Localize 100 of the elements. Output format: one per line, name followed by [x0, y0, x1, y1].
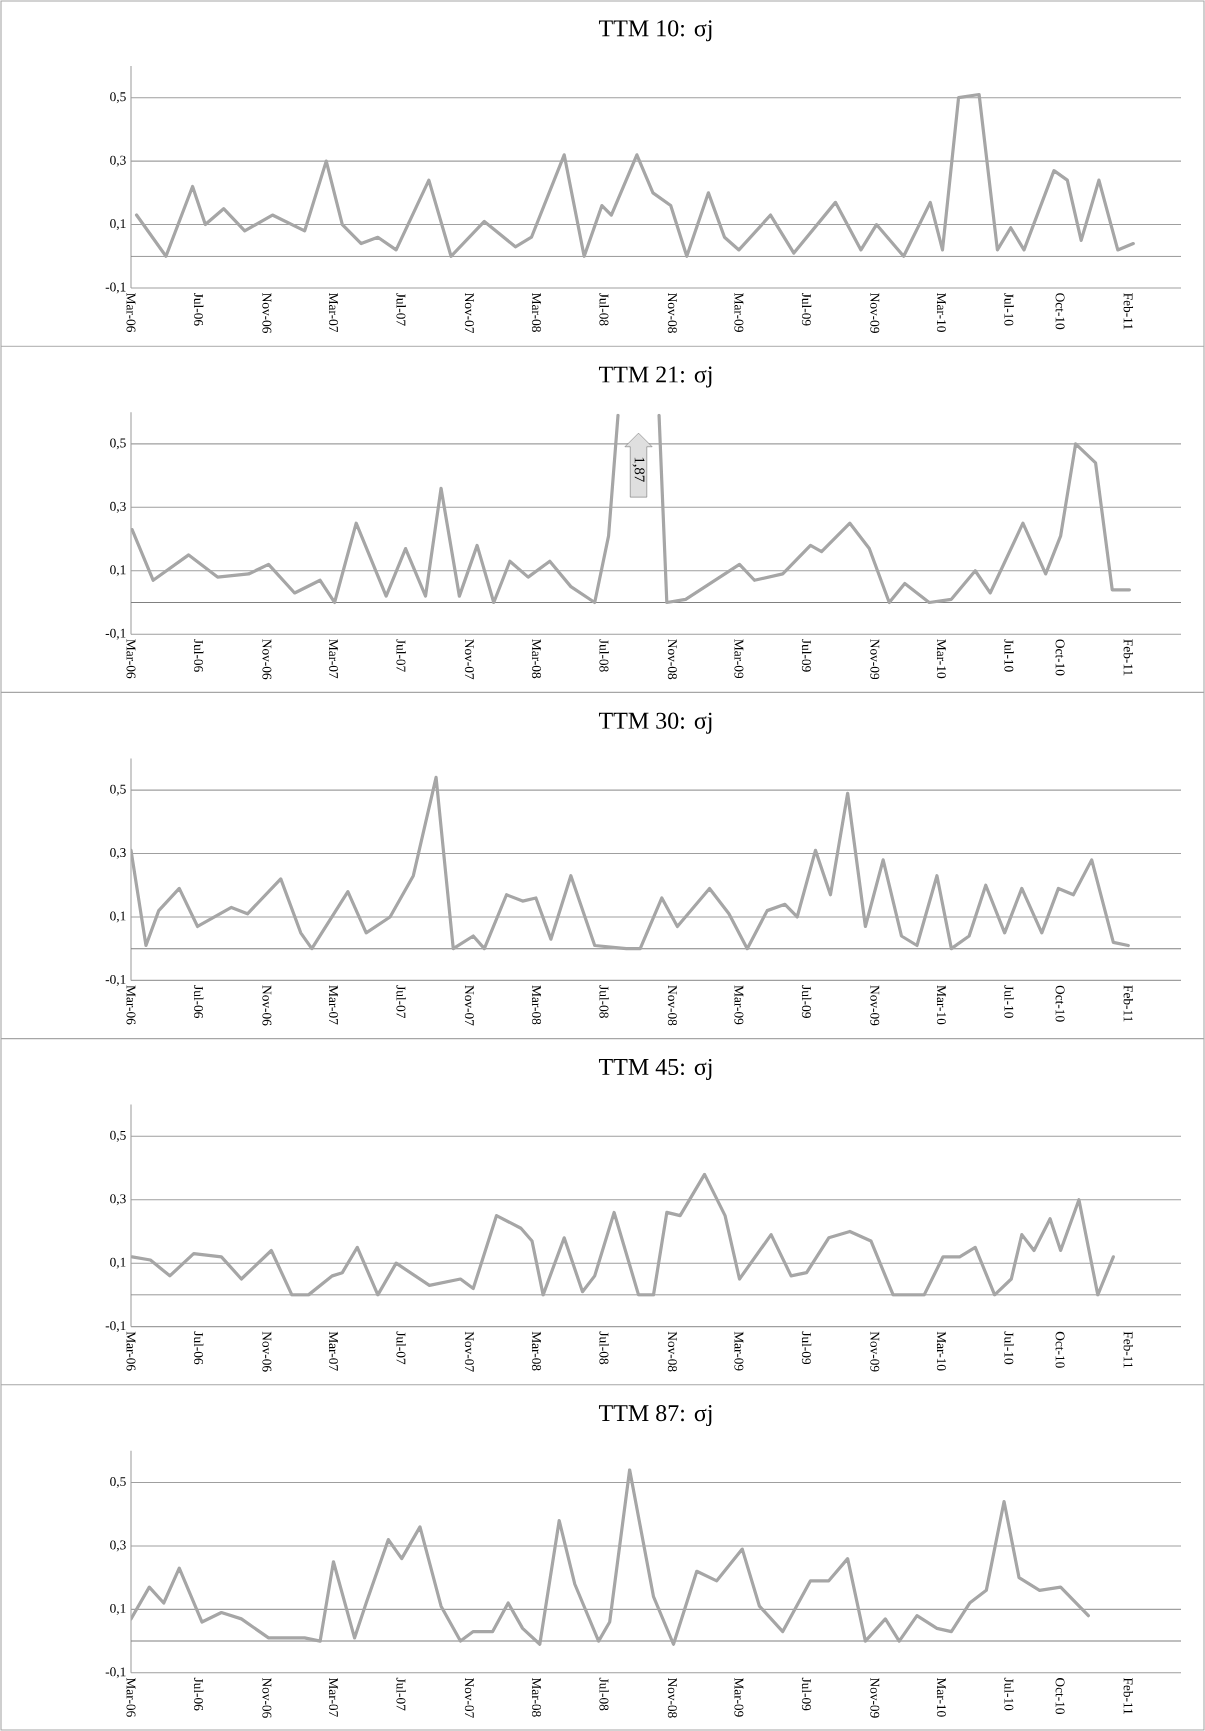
y-tick-label: -0,1: [105, 1667, 126, 1679]
x-tick-label: Mar-07: [328, 1677, 338, 1717]
x-tick-label: Nov-09: [870, 293, 880, 333]
y-tick-label: -0,1: [105, 282, 126, 294]
x-tick-label: Nov-08: [667, 985, 677, 1026]
y-tick-label: 0,1: [110, 1257, 126, 1269]
x-tick-label: Nov-06: [262, 1331, 272, 1372]
x-tick-label: Mar-10: [936, 1331, 946, 1371]
x-tick-label: Oct-10: [1055, 1678, 1065, 1715]
x-tick-label: Mar-08: [531, 639, 541, 679]
x-tick-label: Mar-06: [126, 1677, 136, 1717]
x-tick-label: Jul-10: [1004, 1677, 1014, 1711]
x-tick-label: Mar-06: [126, 639, 136, 679]
y-tick-label: 0,5: [110, 92, 126, 104]
x-tick-label: Jul-09: [801, 985, 812, 1018]
x-tick-label: Oct-10: [1055, 293, 1065, 330]
x-tick-label: Mar-06: [126, 293, 136, 333]
x-tick-label: Mar-07: [328, 639, 338, 679]
x-tick-label: Mar-09: [734, 1677, 744, 1717]
x-tick-label: Nov-09: [870, 985, 880, 1026]
x-tick-label: Mar-06: [126, 985, 136, 1025]
x-tick-label: Jul-08: [599, 639, 609, 672]
x-tick-label: Jul-10: [1004, 639, 1014, 672]
x-tick-label: Oct-10: [1055, 639, 1065, 676]
y-tick-label: 0,1: [110, 1603, 126, 1615]
x-tick-label: Nov-08: [667, 1677, 677, 1718]
annotation: 1,87: [632, 457, 645, 482]
x-tick-label: Mar-10: [936, 293, 946, 332]
x-tick-label: Mar-07: [328, 293, 338, 333]
y-tick-label: -0,1: [105, 974, 126, 986]
x-tick-label: Feb-11: [1123, 985, 1134, 1022]
y-tick-label: 0,3: [110, 848, 126, 859]
x-tick-label: Jul-08: [599, 1677, 609, 1711]
x-tick-label: Nov-08: [667, 1331, 677, 1372]
x-tick-label: Nov-06: [262, 985, 272, 1026]
y-tick-label: 0,5: [110, 1477, 126, 1488]
x-tick-label: Jul-06: [193, 985, 204, 1019]
x-tick-label: Oct-10: [1055, 985, 1065, 1022]
chart-title: TTM 21: σj: [598, 366, 712, 388]
x-tick-label: Nov-08: [667, 639, 677, 680]
x-tick-label: Jul-07: [396, 1331, 406, 1365]
x-tick-label: Nov-07: [464, 1331, 474, 1372]
x-tick-label: Jul-10: [1004, 985, 1014, 1018]
x-tick-label: Nov-09: [870, 1677, 880, 1718]
chart-title: TTM 45: σj: [598, 1058, 712, 1080]
y-tick-label: 0,5: [110, 438, 126, 450]
x-tick-label: Feb-11: [1123, 293, 1134, 330]
y-tick-label: 0,1: [110, 219, 126, 231]
y-tick-label: 0,5: [110, 1130, 126, 1142]
x-tick-label: Mar-09: [734, 639, 744, 679]
x-tick-label: Mar-09: [734, 985, 744, 1025]
x-tick-label: Nov-07: [464, 1677, 474, 1718]
x-tick-label: Nov-08: [667, 293, 677, 333]
x-tick-label: Jul-09: [801, 1331, 812, 1365]
y-tick-label: 0,1: [110, 911, 126, 923]
y-tick-label: 0,1: [110, 565, 126, 577]
x-tick-label: Nov-07: [464, 293, 474, 334]
x-tick-label: Mar-10: [936, 985, 946, 1025]
x-tick-label: Mar-10: [936, 1677, 946, 1717]
x-tick-label: Jul-09: [801, 639, 812, 672]
x-tick-label: Jul-07: [396, 985, 406, 1019]
x-tick-label: Mar-08: [531, 985, 541, 1025]
x-tick-label: Oct-10: [1055, 1331, 1065, 1368]
x-tick-label: Nov-06: [262, 293, 272, 334]
x-tick-label: Nov-06: [262, 639, 272, 680]
x-tick-label: Mar-08: [531, 1677, 541, 1717]
x-tick-label: Jul-06: [193, 1331, 204, 1365]
x-tick-label: Feb-11: [1123, 639, 1134, 676]
x-tick-label: Jul-06: [193, 639, 204, 672]
x-tick-label: Mar-10: [936, 639, 946, 679]
x-tick-label: Jul-08: [599, 1331, 609, 1365]
x-tick-label: Jul-08: [599, 292, 609, 326]
y-tick-label: 0,3: [110, 155, 126, 167]
x-tick-label: Mar-07: [328, 985, 338, 1025]
x-tick-label: Mar-09: [734, 1331, 744, 1371]
x-tick-label: Feb-11: [1123, 1331, 1134, 1368]
x-tick-label: Jul-09: [801, 292, 812, 326]
x-tick-label: Jul-07: [396, 1677, 406, 1711]
x-tick-label: Jul-09: [801, 1677, 812, 1711]
x-tick-label: Nov-06: [262, 1677, 272, 1718]
y-tick-label: -0,1: [105, 628, 126, 640]
x-tick-label: Jul-10: [1004, 1331, 1014, 1365]
x-tick-label: Mar-08: [531, 293, 541, 332]
chart-title: TTM 87: σj: [598, 1405, 712, 1427]
y-tick-label: -0,1: [105, 1321, 126, 1333]
x-tick-label: Jul-07: [396, 292, 406, 326]
x-tick-label: Mar-06: [126, 1331, 136, 1371]
x-tick-label: Jul-08: [599, 985, 609, 1018]
x-tick-label: Nov-07: [464, 985, 474, 1026]
y-tick-label: 0,5: [110, 784, 126, 796]
x-tick-label: Jul-07: [396, 639, 406, 672]
x-tick-label: Nov-09: [870, 639, 880, 680]
x-tick-label: Nov-07: [464, 639, 474, 680]
x-tick-label: Nov-09: [870, 1331, 880, 1372]
x-tick-label: Jul-06: [193, 292, 204, 326]
x-tick-label: Jul-10: [1004, 292, 1014, 326]
chart-title: TTM 30: σj: [598, 712, 712, 734]
x-tick-label: Mar-08: [531, 1331, 541, 1371]
chart-title: TTM 10: σj: [598, 20, 712, 42]
y-tick-label: 0,3: [110, 1540, 126, 1552]
